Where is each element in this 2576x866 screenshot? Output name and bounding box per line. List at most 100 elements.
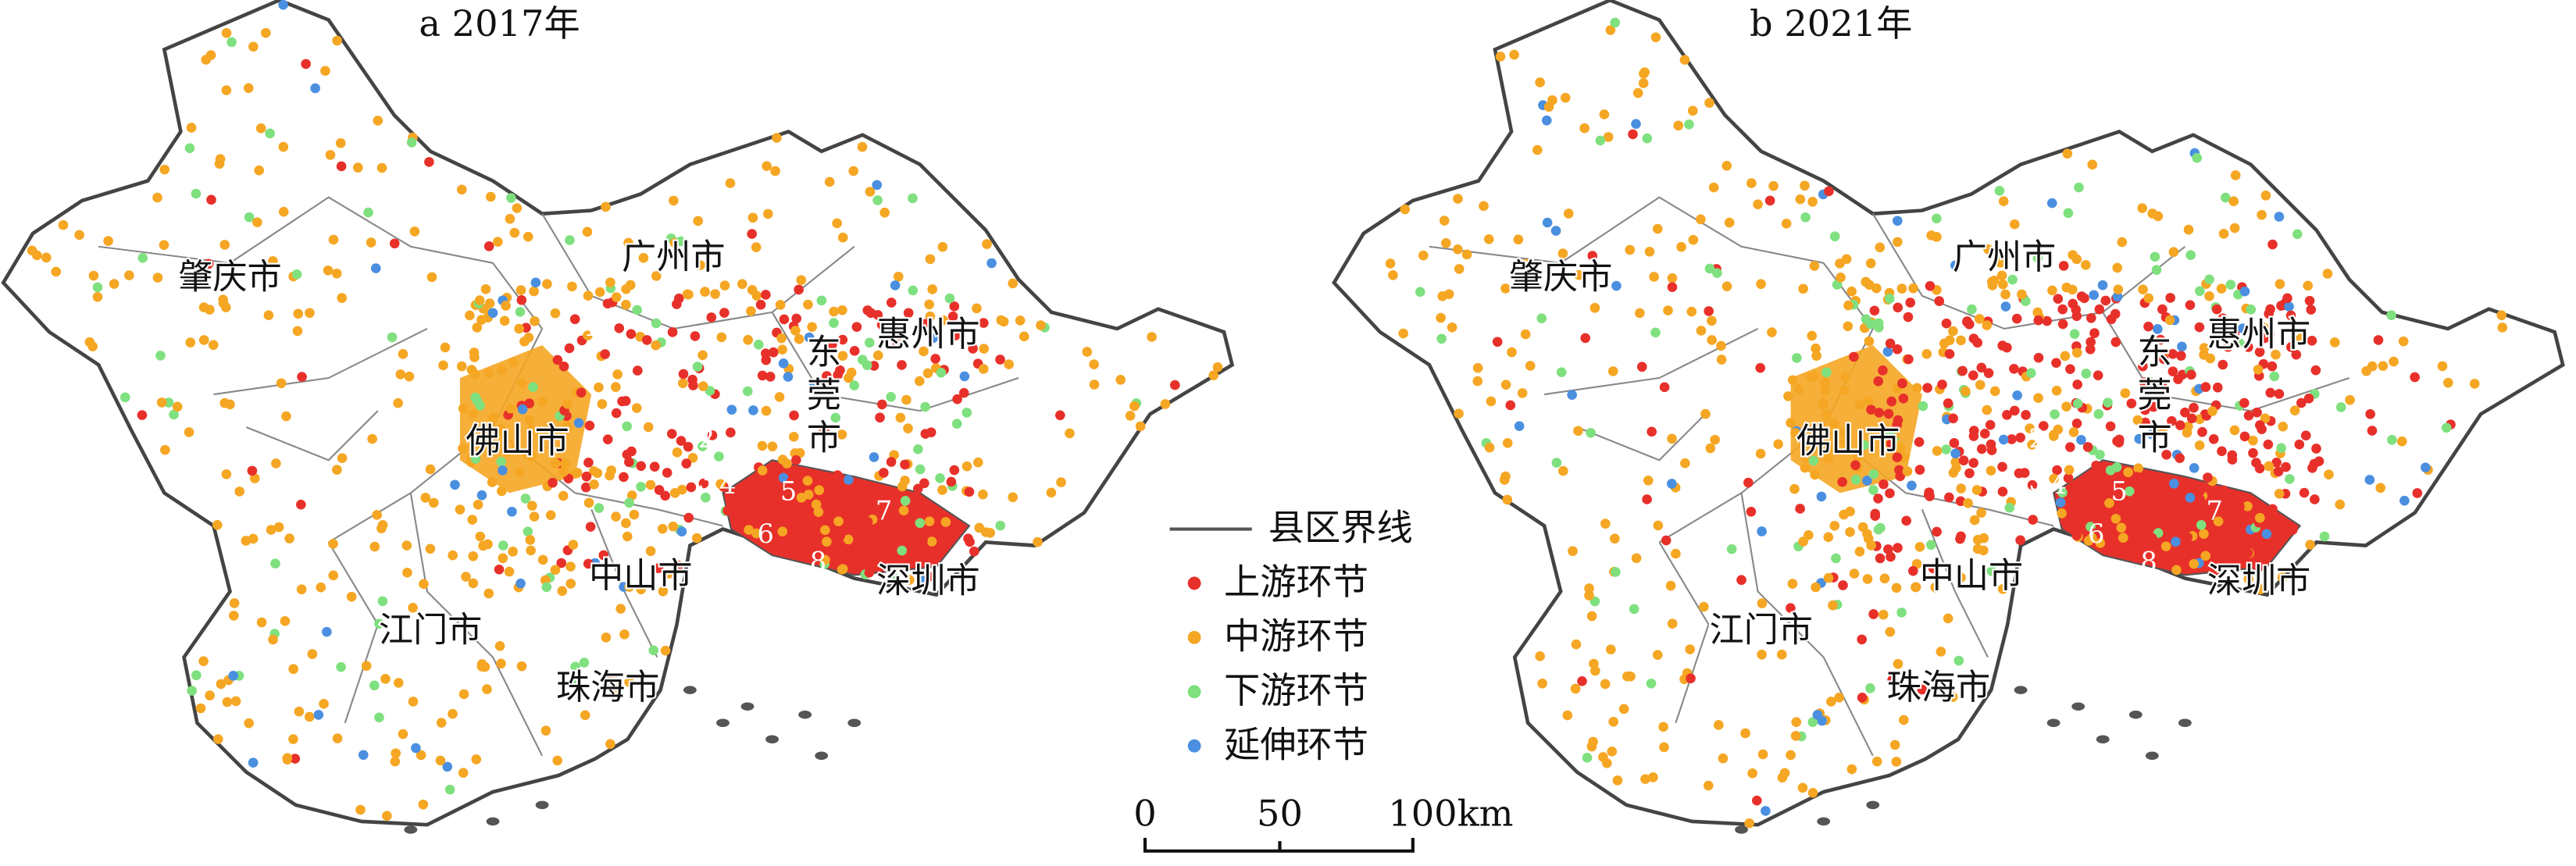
enterprise-point: [2132, 472, 2143, 482]
enterprise-point: [947, 311, 958, 322]
enterprise-point: [1632, 87, 1643, 98]
enterprise-point: [2211, 304, 2222, 315]
enterprise-point: [514, 323, 524, 334]
enterprise-point: [1884, 427, 1895, 437]
enterprise-point: [1897, 378, 1907, 389]
enterprise-point: [1643, 475, 1654, 486]
enterprise-point: [1607, 747, 1618, 757]
enterprise-point: [1875, 522, 1886, 533]
enterprise-point: [331, 268, 342, 279]
enterprise-point: [744, 525, 755, 535]
enterprise-point: [936, 367, 947, 378]
enterprise-point: [1746, 506, 1757, 517]
enterprise-point: [1684, 119, 1694, 130]
enterprise-point: [2177, 341, 2187, 352]
enterprise-point: [700, 287, 710, 297]
enterprise-point: [2230, 170, 2241, 180]
enterprise-point: [2243, 342, 2253, 352]
enterprise-point: [2175, 453, 2185, 463]
enterprise-point: [440, 342, 451, 353]
enterprise-point: [973, 457, 983, 468]
enterprise-point: [915, 464, 926, 475]
enterprise-point: [597, 399, 608, 409]
enterprise-point: [1582, 753, 1593, 763]
enterprise-point: [1704, 263, 1715, 274]
enterprise-point: [1611, 567, 1621, 577]
enterprise-point: [837, 305, 847, 315]
enterprise-point: [789, 410, 799, 421]
enterprise-point: [2189, 462, 2200, 473]
enterprise-point: [2032, 307, 2043, 318]
enterprise-point: [2072, 380, 2082, 390]
enterprise-point: [2087, 533, 2097, 543]
enterprise-point: [1986, 465, 1996, 476]
island: [765, 735, 779, 744]
enterprise-point: [710, 289, 720, 299]
enterprise-point: [2057, 319, 2068, 330]
enterprise-point: [893, 271, 904, 282]
enterprise-point: [492, 237, 503, 247]
enterprise-point: [1839, 428, 1850, 438]
enterprise-point: [2496, 310, 2507, 321]
enterprise-point: [1964, 319, 1975, 330]
enterprise-point: [1755, 362, 1766, 373]
enterprise-point: [1704, 98, 1714, 109]
enterprise-point: [2243, 574, 2254, 584]
enterprise-point: [1934, 296, 1945, 306]
enterprise-point: [935, 473, 945, 483]
enterprise-point: [2026, 368, 2036, 379]
enterprise-point: [1707, 315, 1717, 326]
enterprise-point: [678, 369, 689, 380]
enterprise-point: [234, 486, 244, 497]
enterprise-point: [849, 346, 860, 356]
enterprise-point: [621, 299, 631, 310]
enterprise-point: [393, 397, 403, 408]
enterprise-point: [483, 588, 494, 599]
enterprise-point: [624, 457, 634, 468]
enterprise-point: [496, 456, 507, 467]
enterprise-point: [358, 750, 369, 761]
district-number: 4: [719, 469, 736, 500]
enterprise-point: [424, 157, 434, 167]
enterprise-point: [920, 319, 931, 330]
enterprise-point: [2123, 467, 2133, 478]
enterprise-point: [1721, 160, 1732, 171]
enterprise-point: [601, 201, 611, 212]
enterprise-point: [530, 277, 541, 288]
enterprise-point: [698, 441, 708, 451]
enterprise-point: [498, 540, 508, 551]
enterprise-point: [517, 404, 528, 415]
enterprise-point: [517, 378, 527, 389]
urban-cluster: [722, 459, 971, 576]
enterprise-point: [946, 476, 957, 487]
enterprise-point: [1479, 201, 1489, 212]
enterprise-point: [2152, 502, 2162, 513]
enterprise-point: [758, 485, 769, 496]
enterprise-point: [1899, 452, 1910, 463]
enterprise-point: [1665, 580, 1676, 591]
enterprise-point: [888, 572, 898, 583]
enterprise-point: [832, 218, 842, 229]
enterprise-point: [1570, 683, 1581, 694]
city-label: 广州市: [1953, 237, 2056, 277]
enterprise-point: [663, 568, 674, 579]
enterprise-point: [837, 351, 848, 361]
enterprise-point: [2292, 229, 2303, 240]
enterprise-point: [669, 487, 680, 498]
enterprise-point: [2027, 440, 2037, 450]
enterprise-point: [328, 539, 338, 549]
enterprise-point: [676, 436, 687, 446]
enterprise-point: [1056, 477, 1066, 487]
enterprise-point: [2210, 566, 2221, 576]
enterprise-point: [515, 306, 526, 317]
enterprise-point: [1768, 180, 1779, 191]
enterprise-point: [322, 626, 332, 637]
enterprise-point: [1967, 304, 1977, 315]
enterprise-point: [662, 468, 673, 478]
enterprise-point: [579, 658, 590, 668]
enterprise-point: [978, 489, 988, 500]
enterprise-point: [2275, 279, 2285, 290]
enterprise-point: [1800, 437, 1811, 448]
enterprise-point: [653, 563, 664, 573]
island: [847, 718, 862, 727]
